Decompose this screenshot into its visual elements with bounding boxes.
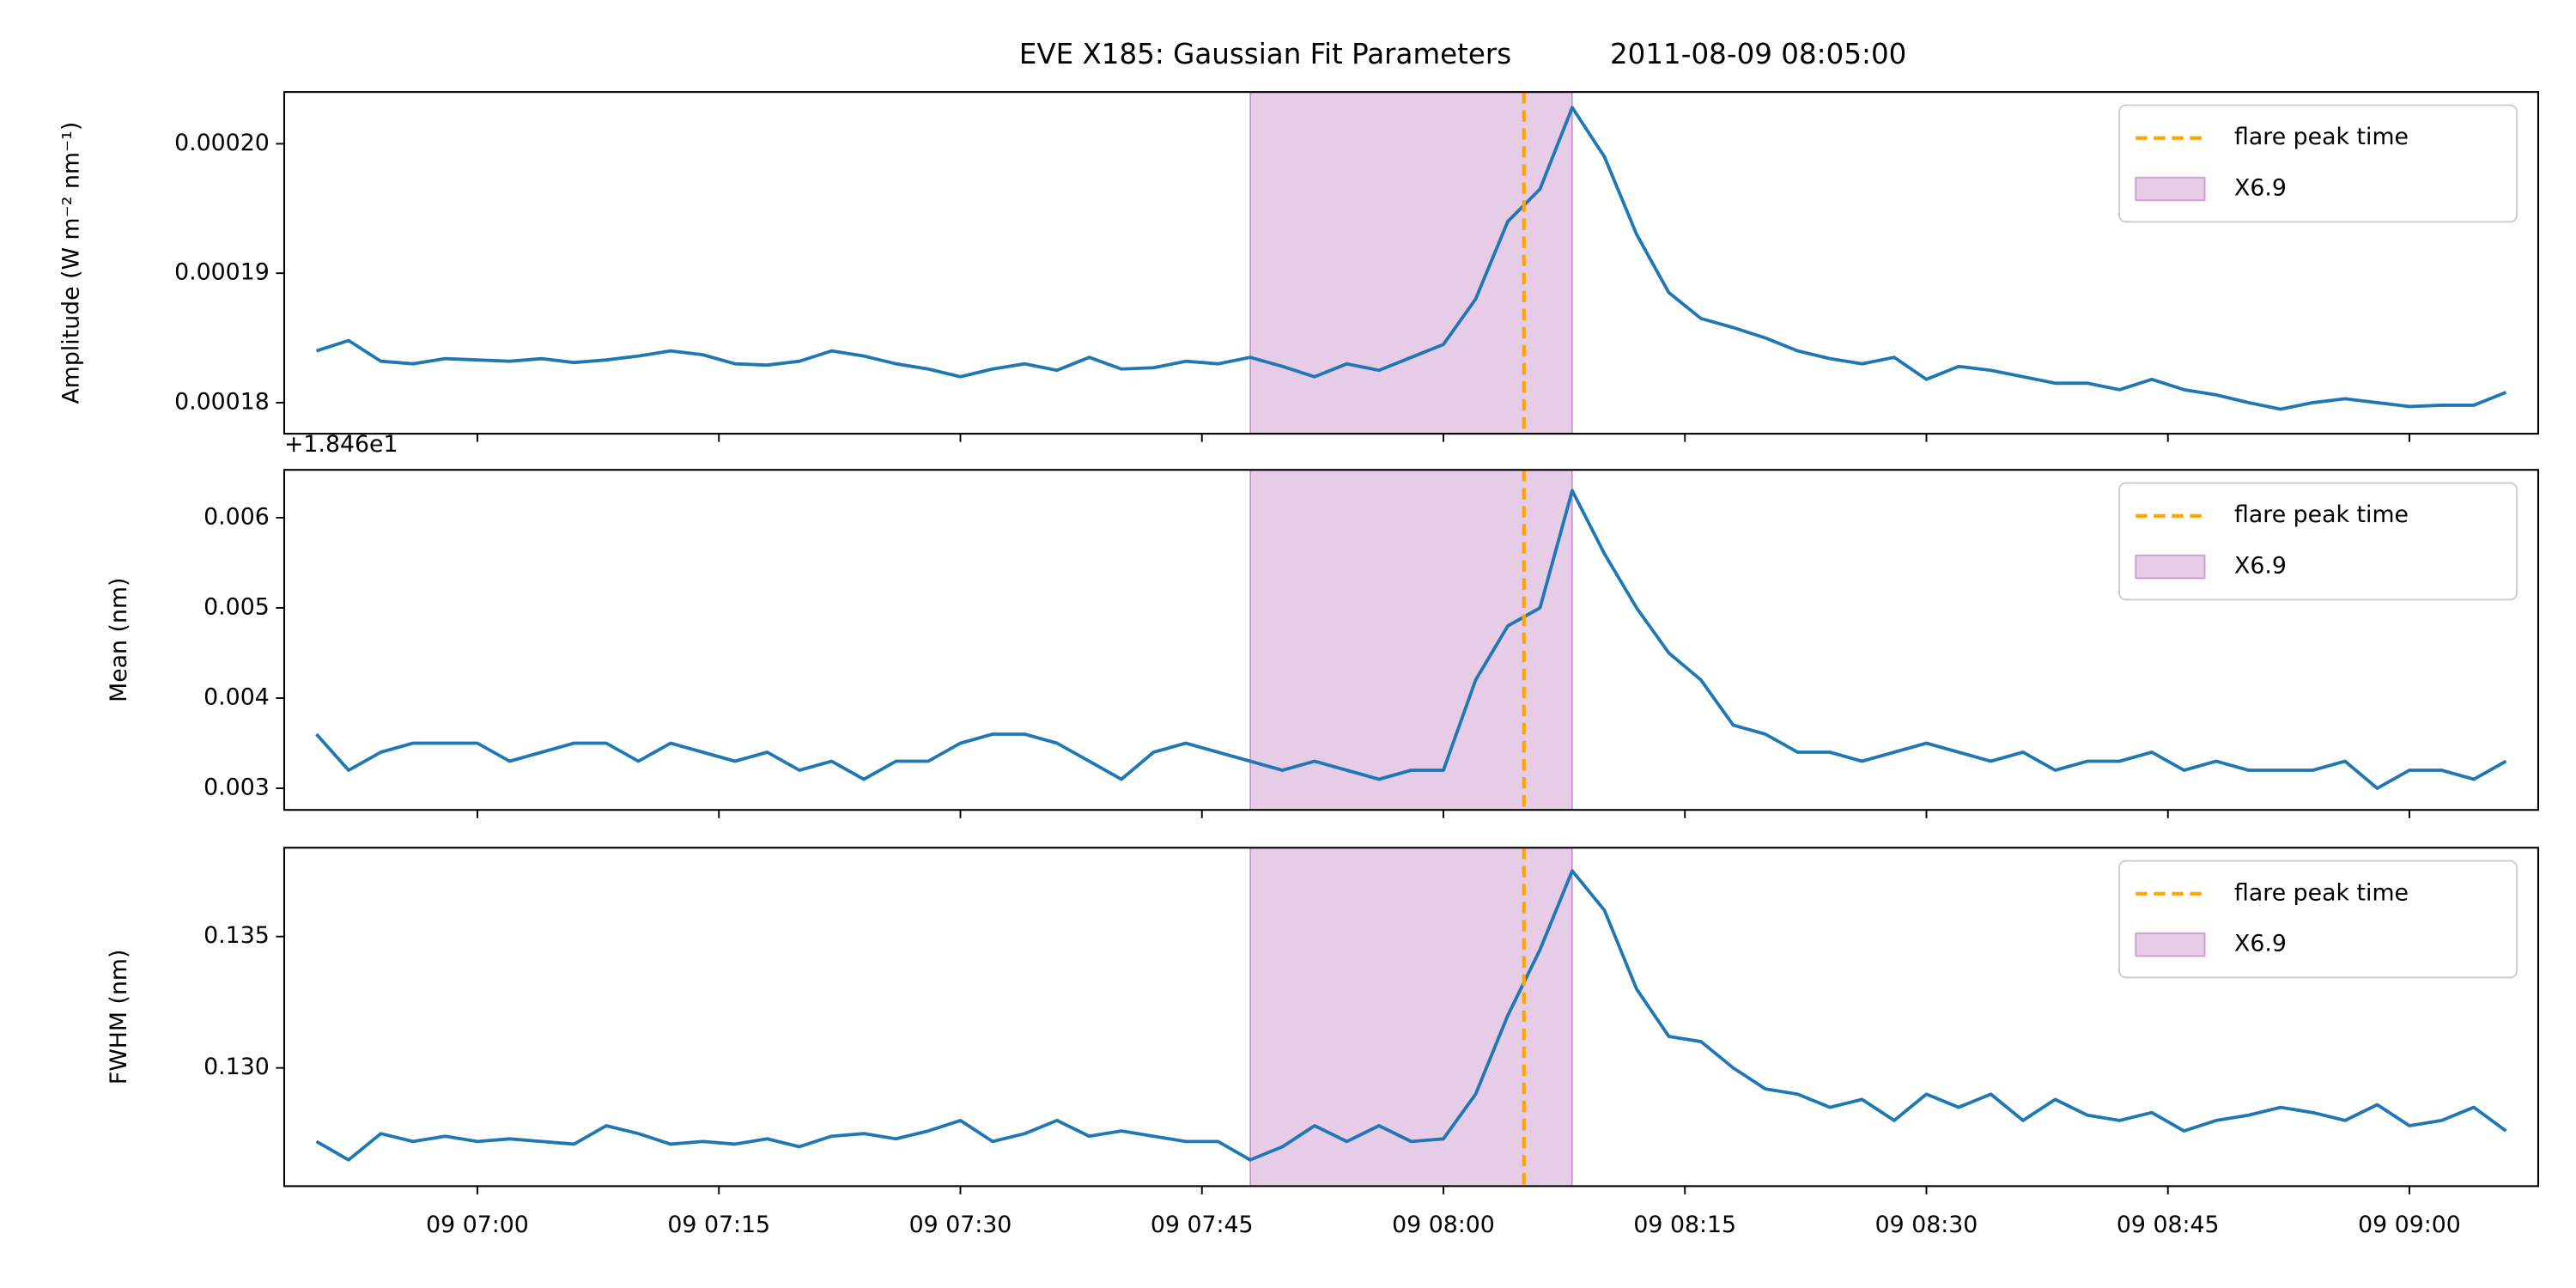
axes-frame [283,847,2540,1188]
legend-frame [2118,104,2518,223]
y-tick-label: 0.004 [204,683,270,710]
y-axis-label: Amplitude (W m⁻² nm⁻¹) [58,122,85,404]
x-tick-label: 09 08:30 [1875,1212,1978,1238]
highlight-span [1249,92,1573,434]
x-tick-label: 09 07:15 [667,1212,770,1238]
legend: flare peak time X6.9 [2118,482,2518,601]
legend-patch-swatch [2135,554,2206,580]
x-tick-label: 09 08:45 [2117,1212,2220,1238]
chart-subtitle: 2011-08-09 08:05:00 [1610,38,1906,70]
y-axis-label: Mean (nm) [106,578,132,702]
y-tick-label: 0.00019 [174,259,270,286]
highlight-span [1249,848,1573,1187]
data-line [315,869,2507,1162]
legend-label: X6.9 [2234,931,2287,957]
x-tick-label: 09 07:30 [909,1212,1012,1238]
y-tick-label: 0.135 [204,922,270,949]
axes-frame [283,91,2540,435]
y-tick-label: 0.00020 [174,130,270,156]
plot-area [315,848,2507,1187]
plot-area [315,92,2507,434]
highlight-span [1249,470,1573,811]
legend-label: X6.9 [2234,553,2287,580]
chart-title: EVE X185: Gaussian Fit Parameters [1019,38,1511,70]
x-tick-label: 09 08:00 [1392,1212,1495,1238]
legend-patch-swatch [2135,176,2206,202]
x-tick-label: 09 07:00 [426,1212,529,1238]
y-tick-label: 0.003 [204,775,270,801]
x-tick-label: 09 07:45 [1151,1212,1254,1238]
x-tick-label: 09 08:15 [1633,1212,1736,1238]
legend-label: X6.9 [2234,175,2287,202]
y-tick-label: 0.00018 [174,388,270,415]
plot-area [315,470,2507,811]
legend-label: flare peak time [2234,879,2409,906]
legend-label: flare peak time [2234,124,2409,150]
data-line [315,489,2507,790]
y-tick-label: 0.006 [204,503,270,530]
x-tick-label: 09 09:00 [2358,1212,2461,1238]
legend-frame [2118,860,2518,979]
data-line [315,106,2507,411]
legend: flare peak time X6.9 [2118,860,2518,979]
legend: flare peak time X6.9 [2118,104,2518,223]
legend-frame [2118,482,2518,601]
legend-label: flare peak time [2234,501,2409,528]
offset-label: +1.846e1 [284,431,398,458]
y-tick-label: 0.005 [204,593,270,620]
y-tick-label: 0.130 [204,1054,270,1080]
y-axis-label: FWHM (nm) [106,950,132,1085]
legend-patch-swatch [2135,932,2206,957]
axes-frame [283,469,2540,811]
